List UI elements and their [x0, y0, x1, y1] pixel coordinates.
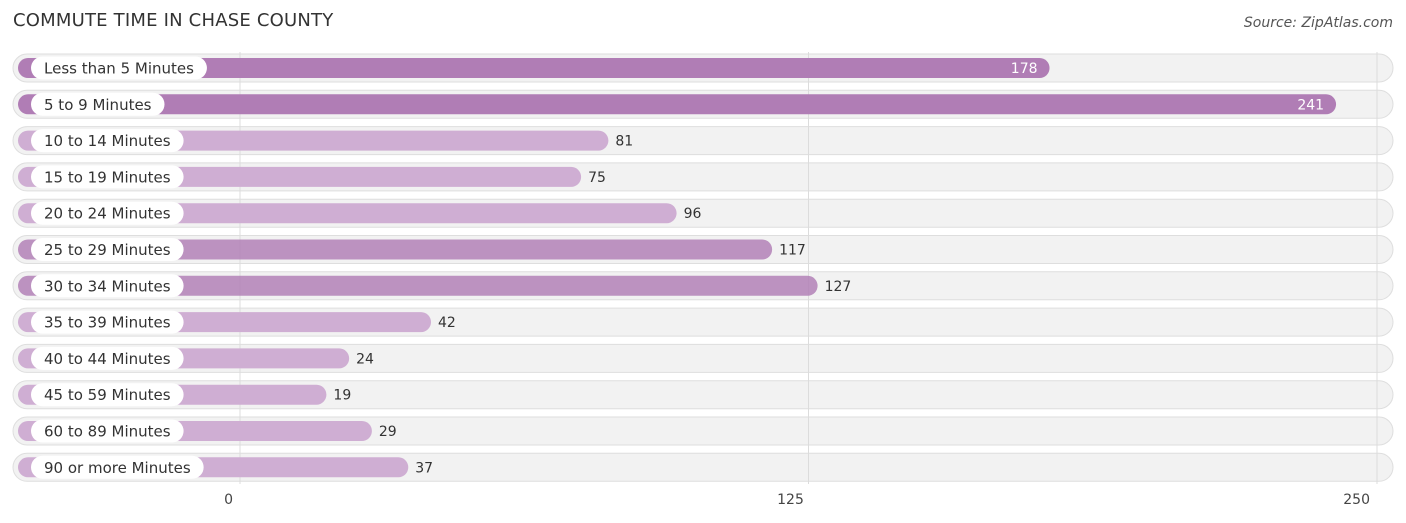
- category-label-pill: [31, 274, 184, 298]
- category-label-pill: [31, 165, 184, 189]
- value-label: 96: [684, 206, 702, 222]
- value-label: 29: [379, 424, 397, 440]
- value-label: 241: [1297, 97, 1324, 113]
- bar: [18, 203, 677, 224]
- bar: [18, 94, 1337, 115]
- bar: [18, 58, 1050, 78]
- x-tick-label: 250: [1343, 492, 1370, 508]
- category-label: 5 to 9 Minutes: [44, 96, 152, 114]
- category-label: 90 or more Minutes: [44, 459, 191, 477]
- bar: [18, 275, 818, 296]
- category-label-pill: [31, 346, 184, 370]
- value-label: 117: [779, 243, 806, 259]
- category-label: 40 to 44 Minutes: [44, 350, 171, 368]
- value-label: 81: [615, 134, 633, 150]
- category-label: 30 to 34 Minutes: [44, 277, 171, 295]
- category-label-pill: [31, 238, 184, 261]
- category-label: 35 to 39 Minutes: [44, 314, 171, 332]
- category-label: 10 to 14 Minutes: [44, 132, 171, 150]
- category-label: 20 to 24 Minutes: [44, 205, 171, 223]
- category-label-pill: [31, 201, 184, 225]
- value-label: 127: [825, 279, 852, 295]
- x-tick-label: 125: [777, 492, 804, 508]
- source-note: Source: ZipAtlas.com: [1243, 15, 1393, 31]
- category-label: 25 to 29 Minutes: [44, 241, 171, 259]
- category-label: 60 to 89 Minutes: [44, 423, 171, 441]
- category-label-pill: [31, 129, 184, 153]
- value-label: 24: [356, 351, 374, 367]
- category-label: Less than 5 Minutes: [44, 60, 194, 78]
- category-label-pill: [31, 455, 204, 479]
- value-label: 37: [415, 460, 433, 476]
- bar-track: [12, 380, 1394, 410]
- category-label-pill: [31, 419, 184, 443]
- x-tick-label: 0: [224, 492, 233, 508]
- chart-title: COMMUTE TIME IN CHASE COUNTY: [13, 10, 334, 31]
- value-label: 42: [438, 315, 456, 331]
- bar-track: [12, 343, 1394, 373]
- category-label: 15 to 19 Minutes: [44, 168, 171, 186]
- category-label-pill: [31, 92, 165, 116]
- value-label: 178: [1011, 61, 1038, 77]
- category-label: 45 to 59 Minutes: [44, 386, 171, 404]
- value-label: 19: [333, 388, 351, 404]
- category-label-pill: [31, 56, 207, 80]
- bar: [18, 239, 773, 260]
- category-label-pill: [31, 310, 184, 334]
- value-label: 75: [588, 170, 606, 186]
- category-label-pill: [31, 383, 184, 407]
